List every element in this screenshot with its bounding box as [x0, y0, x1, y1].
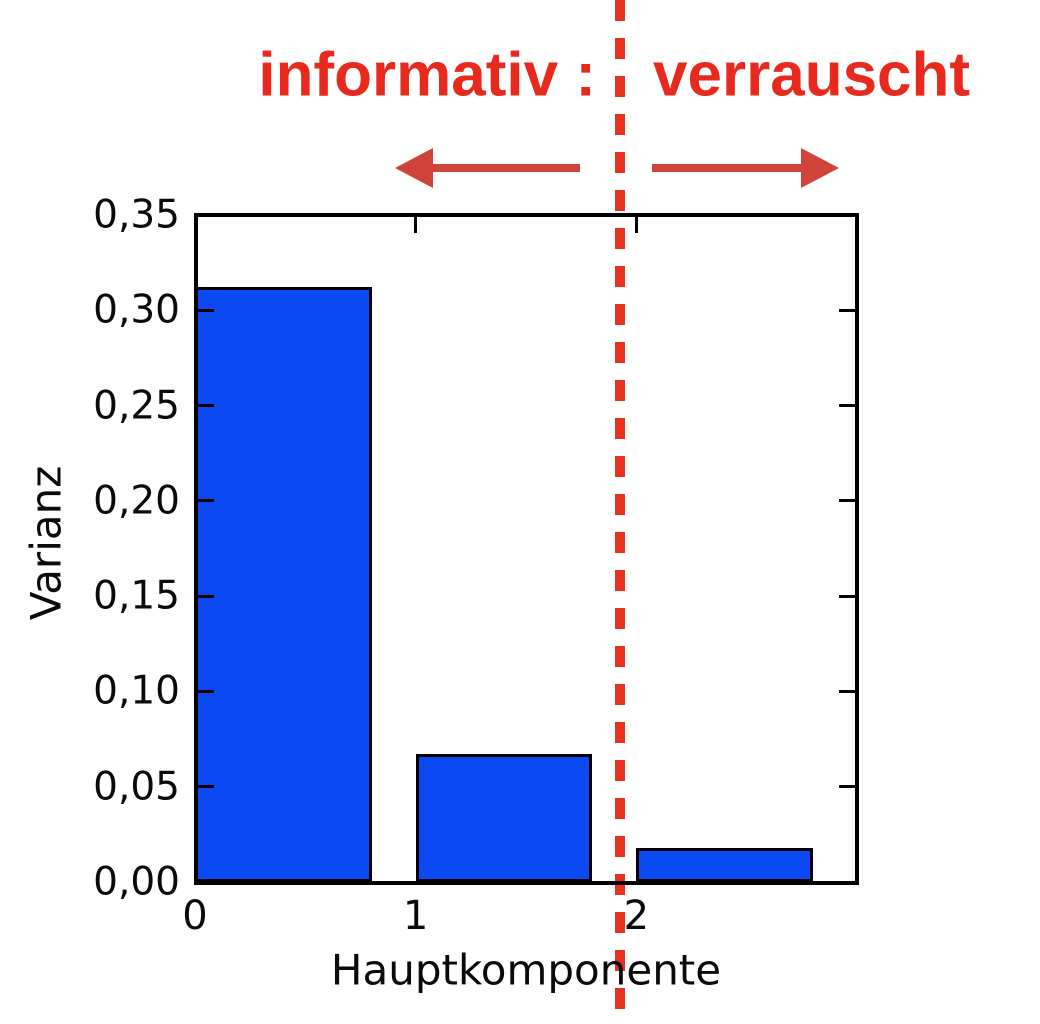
y-tick-mark-left: [198, 499, 214, 503]
y-tick-label: 0,25: [93, 383, 180, 429]
annotation-label-verrauscht: verrauscht: [653, 40, 971, 110]
y-tick-mark-right: [839, 308, 855, 312]
y-tick-mark-left: [198, 594, 214, 598]
bar-hauptkomponente-1: [415, 754, 593, 882]
right-arrow-head-icon: [801, 148, 839, 188]
bar-hauptkomponente-0: [195, 287, 372, 882]
y-tick-label: 0,15: [93, 573, 180, 619]
y-tick-mark-left: [198, 404, 214, 408]
y-tick-mark-right: [839, 785, 855, 789]
x-tick-mark-top: [414, 217, 418, 233]
bar-hauptkomponente-2: [636, 847, 813, 882]
x-tick-label: 2: [623, 893, 650, 939]
y-tick-mark-left: [198, 785, 214, 789]
y-tick-mark-right: [839, 689, 855, 693]
x-axis-title: Hauptkomponente: [330, 945, 722, 995]
annotation-label-informativ: informativ :: [258, 40, 596, 110]
y-tick-label: 0,10: [93, 668, 180, 714]
x-tick-label: 0: [182, 893, 208, 939]
y-tick-mark-left: [198, 308, 214, 312]
y-tick-label: 0,20: [93, 478, 180, 524]
y-tick-label: 0,00: [93, 859, 180, 905]
x-tick-label: 1: [402, 893, 429, 939]
y-tick-mark-right: [839, 594, 855, 598]
y-tick-label: 0,30: [93, 287, 180, 333]
y-tick-mark-right: [839, 404, 855, 408]
left-arrow-head-icon: [395, 148, 433, 188]
y-tick-mark-right: [839, 499, 855, 503]
y-tick-mark-left: [198, 689, 214, 693]
x-tick-mark-top: [634, 217, 638, 233]
y-tick-label: 0,35: [93, 192, 180, 238]
y-tick-label: 0,05: [93, 764, 180, 810]
